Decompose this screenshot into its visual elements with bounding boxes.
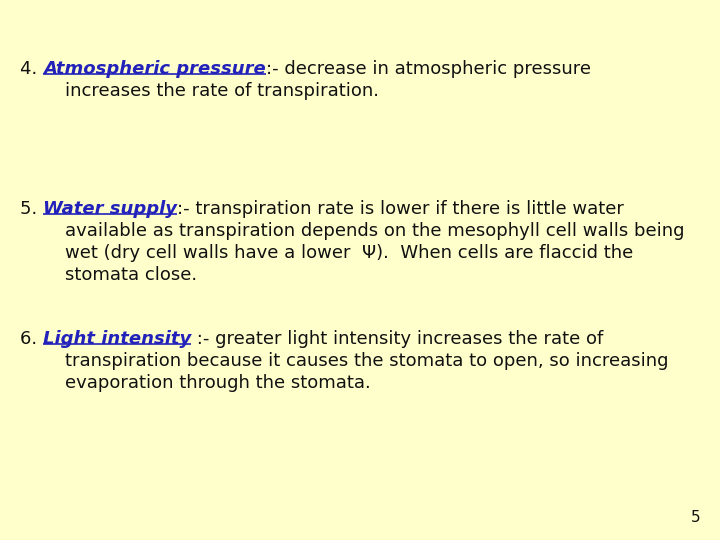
Text: 5: 5 [690,510,700,525]
Text: 4.: 4. [20,60,43,78]
Text: Atmospheric pressure: Atmospheric pressure [43,60,266,78]
Text: :- transpiration rate is lower if there is little water: :- transpiration rate is lower if there … [177,200,624,218]
Text: :- decrease in atmospheric pressure: :- decrease in atmospheric pressure [266,60,590,78]
Text: available as transpiration depends on the mesophyll cell walls being: available as transpiration depends on th… [65,222,685,240]
Text: transpiration because it causes the stomata to open, so increasing: transpiration because it causes the stom… [65,352,668,370]
Text: Water supply: Water supply [43,200,177,218]
Text: stomata close.: stomata close. [65,266,197,284]
Text: 6.: 6. [20,330,43,348]
Text: wet (dry cell walls have a lower  Ψ).  When cells are flaccid the: wet (dry cell walls have a lower Ψ). Whe… [65,244,634,262]
Text: increases the rate of transpiration.: increases the rate of transpiration. [65,82,379,100]
Text: evaporation through the stomata.: evaporation through the stomata. [65,374,371,392]
Text: Light intensity: Light intensity [43,330,191,348]
Text: 5.: 5. [20,200,43,218]
Text: :- greater light intensity increases the rate of: :- greater light intensity increases the… [191,330,603,348]
